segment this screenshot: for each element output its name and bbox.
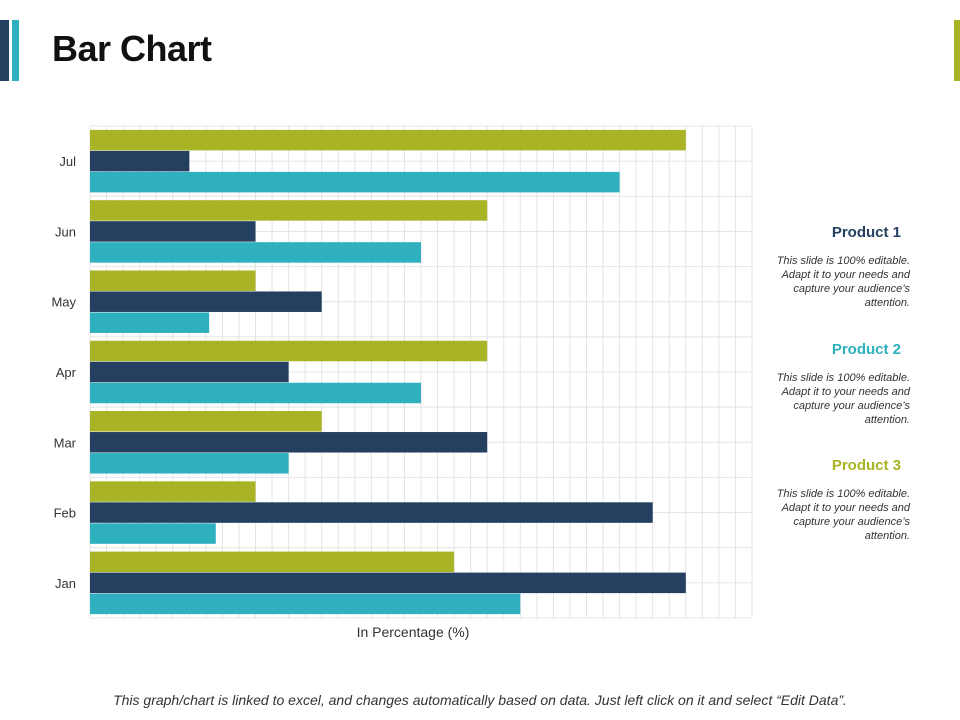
bar-jan-product-3[interactable] — [90, 551, 455, 573]
accent-bar-dark — [0, 20, 9, 81]
y-tick-label: Feb — [54, 506, 76, 521]
bar-may-product-3[interactable] — [90, 270, 256, 291]
bar-apr-product-3[interactable] — [90, 340, 488, 362]
bar-apr-product-1[interactable] — [90, 361, 289, 383]
legend-description-product-3: This slide is 100% editable. Adapt it to… — [776, 488, 910, 542]
y-tick-label: Mar — [54, 435, 77, 450]
bar-mar-product-2[interactable] — [90, 453, 289, 474]
bar-mar-product-3[interactable] — [90, 411, 322, 432]
y-tick-label: Apr — [56, 365, 77, 380]
bar-may-product-2[interactable] — [90, 312, 210, 333]
accent-bar-right — [954, 20, 960, 81]
footer-note: This graph/chart is linked to excel, and… — [113, 692, 847, 708]
bar-feb-product-3[interactable] — [90, 481, 256, 502]
bar-jun-product-1[interactable] — [90, 221, 256, 242]
legend-label-product-2: Product 2 — [831, 341, 901, 358]
bar-apr-product-2[interactable] — [90, 382, 421, 404]
y-tick-label: May — [51, 295, 76, 310]
legend-product-3: Product 3 This slide is 100% editable. A… — [770, 457, 910, 543]
legend-label-product-3: Product 3 — [831, 457, 901, 474]
accent-bar-teal — [12, 20, 19, 81]
bar-feb-product-2[interactable] — [90, 523, 216, 544]
legend-label-product-1: Product 1 — [831, 224, 901, 241]
bar-jan-product-2[interactable] — [90, 593, 521, 615]
bar-jun-product-2[interactable] — [90, 242, 421, 263]
bar-jun-product-3[interactable] — [90, 200, 488, 221]
bar-jul-product-1[interactable] — [90, 150, 190, 172]
bar-jan-product-1[interactable] — [90, 572, 686, 594]
y-tick-label: Jan — [55, 576, 76, 591]
bar-jul-product-2[interactable] — [90, 171, 620, 193]
legend-description-product-1: This slide is 100% editable. Adapt it to… — [776, 255, 910, 309]
y-tick-label: Jun — [55, 224, 76, 239]
legend-product-1: Product 1 This slide is 100% editable. A… — [770, 224, 910, 310]
x-axis-label: In Percentage (%) — [357, 624, 470, 640]
bar-jul-product-3[interactable] — [90, 129, 686, 151]
y-tick-label: Jul — [59, 154, 76, 169]
legend-product-2: Product 2 This slide is 100% editable. A… — [770, 341, 910, 427]
bar-may-product-1[interactable] — [90, 291, 322, 312]
legend-description-product-2: This slide is 100% editable. Adapt it to… — [776, 372, 910, 426]
page-title: Bar Chart — [52, 28, 212, 69]
bar-feb-product-1[interactable] — [90, 502, 653, 523]
bar-mar-product-1[interactable] — [90, 432, 488, 453]
